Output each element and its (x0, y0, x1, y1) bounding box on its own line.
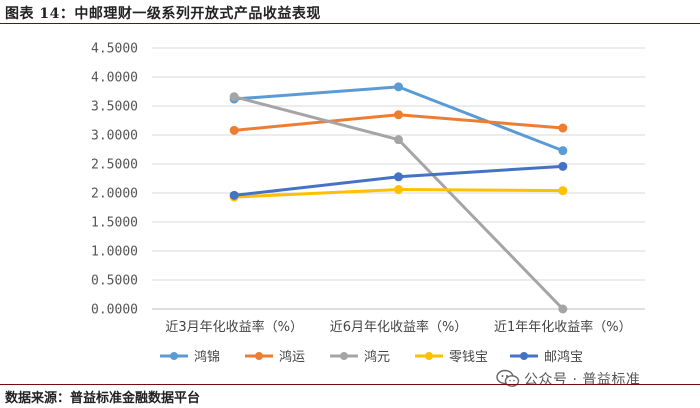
legend-label: 邮鸿宝 (544, 349, 583, 365)
data-point (558, 304, 568, 314)
legend-label: 鸿锦 (194, 349, 220, 365)
y-tick-label: 4.5000 (91, 42, 138, 57)
y-tick-label: 0.5000 (91, 274, 138, 289)
legend-label: 鸿运 (279, 349, 305, 365)
x-tick-label: 近6月年化收益率（%） (330, 319, 468, 335)
y-tick-label: 0.0000 (91, 303, 138, 318)
source-note: 数据来源：普益标准金融数据平台 (5, 391, 201, 406)
data-point (558, 161, 568, 171)
data-point (558, 146, 568, 156)
legend-marker (425, 352, 433, 360)
data-point (394, 110, 403, 120)
legend-marker (170, 352, 178, 360)
watermark: 公众号 · 普益标准 (496, 369, 640, 389)
data-point (394, 135, 403, 145)
data-point (558, 186, 568, 196)
y-tick-label: 4.0000 (91, 71, 138, 86)
legend-marker (520, 352, 528, 360)
legend-marker (340, 352, 348, 360)
data-point (558, 123, 568, 133)
figure-title: 图表 14：中邮理财一级系列开放式产品收益表现 (5, 6, 321, 22)
data-point (229, 190, 239, 200)
watermark-text: 公众号 · 普益标准 (524, 372, 641, 388)
legend-marker (255, 352, 263, 360)
title-bar: 图表 14：中邮理财一级系列开放式产品收益表现 (0, 0, 700, 22)
wechat-icon (496, 369, 520, 387)
title-rule (0, 23, 700, 24)
legend-label: 零钱宝 (449, 350, 488, 365)
y-tick-label: 3.0000 (91, 129, 138, 144)
y-tick-label: 1.5000 (91, 216, 138, 231)
data-point (394, 82, 403, 92)
x-tick-label: 近1年年化收益率（%） (494, 319, 632, 335)
data-point (394, 185, 403, 195)
y-tick-label: 3.5000 (91, 100, 138, 115)
data-point (394, 172, 403, 182)
y-tick-label: 2.5000 (91, 158, 138, 173)
y-tick-label: 2.0000 (91, 187, 138, 202)
data-point (229, 125, 239, 135)
series-line (232, 95, 565, 311)
y-tick-label: 1.0000 (91, 245, 138, 260)
legend-label: 鸿元 (364, 349, 390, 365)
data-point (229, 92, 239, 102)
x-tick-label: 近3月年化收益率（%） (165, 319, 303, 335)
footer-rule (0, 384, 700, 385)
